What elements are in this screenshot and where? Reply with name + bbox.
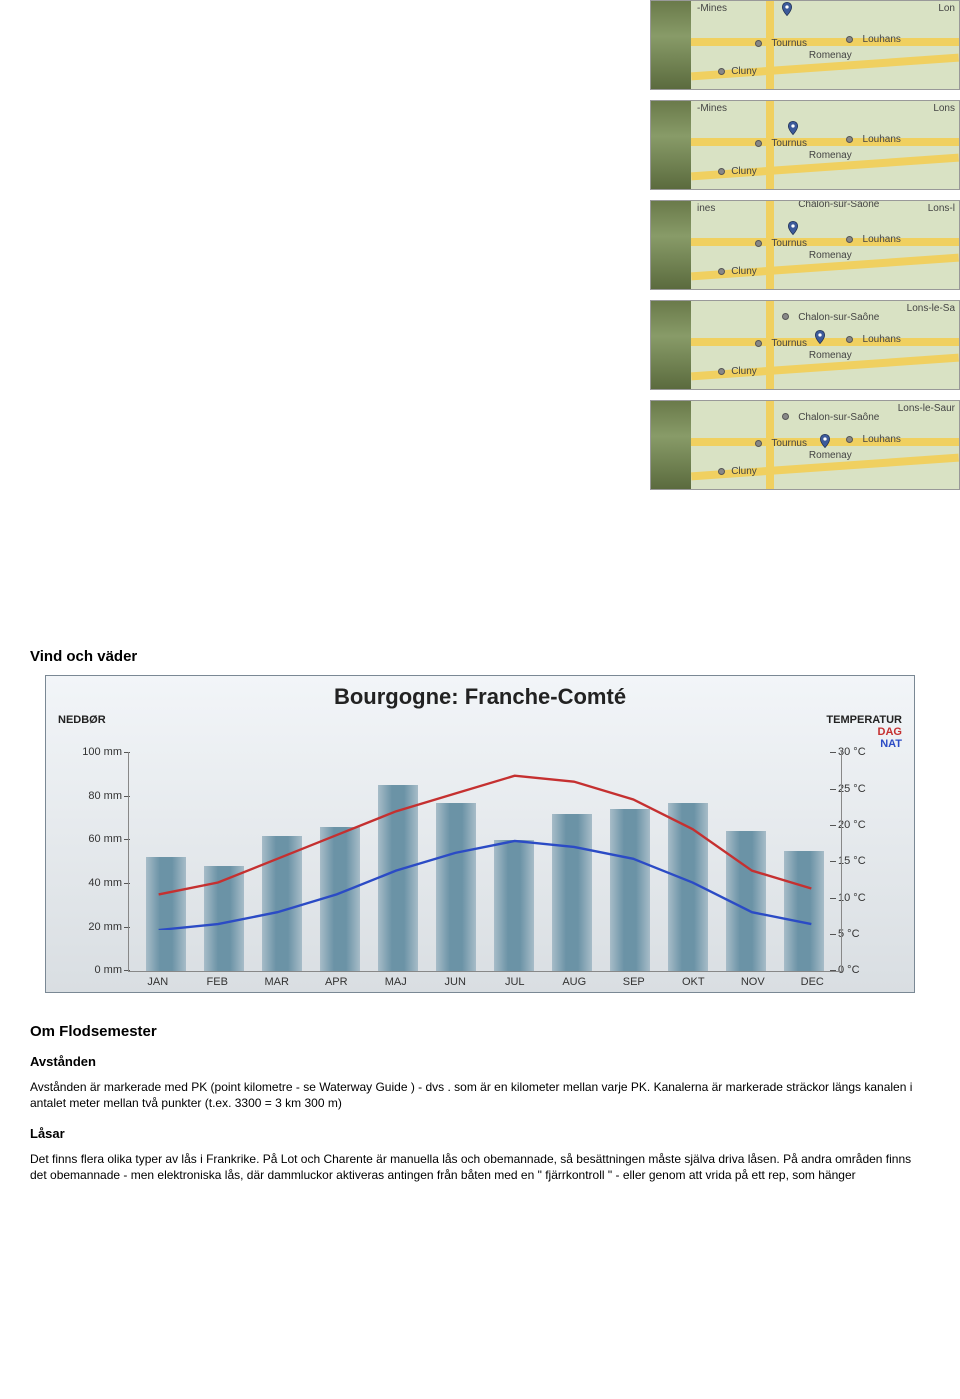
map-thumbnail[interactable]: Lons-le-SaurChalon-sur-SaôneTournusLouha… xyxy=(650,400,960,490)
bar-slot xyxy=(427,752,485,971)
chart-bars xyxy=(129,752,841,971)
map-pin-icon xyxy=(812,329,828,345)
xaxis-month-label: SEP xyxy=(604,976,664,988)
bar-slot xyxy=(543,752,601,971)
heading-vind-vader: Vind och väder xyxy=(30,648,620,665)
map-tile: Lons-le-SaChalon-sur-SaôneTournusLouhans… xyxy=(691,301,959,389)
ytick-left: 80 mm xyxy=(62,790,122,802)
ytick-right: 25 °C xyxy=(838,783,898,795)
ytick-left: 0 mm xyxy=(62,964,122,976)
ytick-left: 20 mm xyxy=(62,921,122,933)
ytick-left: 40 mm xyxy=(62,877,122,889)
bar-slot xyxy=(775,752,833,971)
map-thumbnail[interactable]: Lons-le-SaChalon-sur-SaôneTournusLouhans… xyxy=(650,300,960,390)
precip-bar xyxy=(610,809,651,971)
chart-yaxis-left: 0 mm20 mm40 mm60 mm80 mm100 mm xyxy=(62,752,122,970)
xaxis-month-label: JUL xyxy=(485,976,545,988)
ytick-right: 15 °C xyxy=(838,855,898,867)
xaxis-month-label: MAJ xyxy=(366,976,426,988)
xaxis-month-label: DEC xyxy=(783,976,843,988)
map-pin-icon xyxy=(779,1,795,17)
ytick-right: 10 °C xyxy=(838,892,898,904)
chart-legend-dag: DAG xyxy=(826,726,902,738)
climate-chart: Bourgogne: Franche-Comté NEDBØR TEMPERAT… xyxy=(45,675,915,993)
content-column-lower: Om Flodsemester Avstånden Avstånden är m… xyxy=(20,1023,620,1183)
bar-slot xyxy=(717,752,775,971)
map-tile: Lons-le-SaurChalon-sur-SaôneTournusLouha… xyxy=(691,401,959,489)
ytick-right: 0 °C xyxy=(838,964,898,976)
chart-left-axis-title: NEDBØR xyxy=(58,714,106,750)
map-photo-strip xyxy=(651,201,691,289)
map-pin-icon xyxy=(785,220,801,236)
map-pin-icon xyxy=(817,433,833,449)
ytick-left: 100 mm xyxy=(62,746,122,758)
paragraph-avstanden: Avstånden är markerade med PK (point kil… xyxy=(30,1079,930,1111)
bar-slot xyxy=(601,752,659,971)
xaxis-month-label: JAN xyxy=(128,976,188,988)
xaxis-month-label: OKT xyxy=(664,976,724,988)
precip-bar xyxy=(204,866,245,971)
heading-om-flodsemester: Om Flodsemester xyxy=(30,1023,620,1040)
map-photo-strip xyxy=(651,401,691,489)
precip-bar xyxy=(552,814,593,972)
heading-avstanden: Avstånden xyxy=(30,1054,620,1069)
xaxis-month-label: NOV xyxy=(723,976,783,988)
precip-bar xyxy=(668,803,709,972)
map-photo-strip xyxy=(651,1,691,89)
chart-xaxis: JANFEBMARAPRMAJJUNJULAUGSEPOKTNOVDEC xyxy=(128,976,842,988)
maps-thumbnail-column: -MinesLonTournusLouhansRomenayCluny -Mine… xyxy=(650,0,960,500)
paragraph-lasar: Det finns flera olika typer av lås i Fra… xyxy=(30,1151,930,1183)
bar-slot xyxy=(311,752,369,971)
precip-bar xyxy=(262,836,303,972)
map-thumbnail[interactable]: -MinesLonsTournusLouhansRomenayCluny xyxy=(650,100,960,190)
precip-bar xyxy=(726,831,767,971)
bar-slot xyxy=(485,752,543,971)
bar-slot xyxy=(137,752,195,971)
content-column: Vind och väder xyxy=(20,20,620,665)
xaxis-month-label: AUG xyxy=(545,976,605,988)
precip-bar xyxy=(320,827,361,972)
map-pin-icon xyxy=(785,120,801,136)
precip-bar xyxy=(436,803,477,972)
ytick-right: 30 °C xyxy=(838,746,898,758)
map-photo-strip xyxy=(651,101,691,189)
map-tile: -MinesLonTournusLouhansRomenayCluny xyxy=(691,1,959,89)
chart-right-axis-title-block: TEMPERATUR DAG NAT xyxy=(826,714,902,750)
precip-bar xyxy=(146,857,187,971)
map-tile: -MinesLonsTournusLouhansRomenayCluny xyxy=(691,101,959,189)
map-thumbnail[interactable]: -MinesLonTournusLouhansRomenayCluny xyxy=(650,0,960,90)
chart-right-axis-title: TEMPERATUR xyxy=(826,714,902,726)
bar-slot xyxy=(195,752,253,971)
ytick-left: 60 mm xyxy=(62,833,122,845)
chart-title: Bourgogne: Franche-Comté xyxy=(58,684,902,710)
heading-lasar: Låsar xyxy=(30,1126,620,1141)
precip-bar xyxy=(784,851,825,971)
ytick-right: 20 °C xyxy=(838,819,898,831)
bar-slot xyxy=(369,752,427,971)
chart-yaxis-right: 0 °C5 °C10 °C15 °C20 °C25 °C30 °C xyxy=(838,752,898,970)
bar-slot xyxy=(253,752,311,971)
map-tile: inesLons-lChalon-sur-SaôneTournusLouhans… xyxy=(691,201,959,289)
xaxis-month-label: JUN xyxy=(426,976,486,988)
xaxis-month-label: FEB xyxy=(188,976,248,988)
map-thumbnail[interactable]: inesLons-lChalon-sur-SaôneTournusLouhans… xyxy=(650,200,960,290)
map-photo-strip xyxy=(651,301,691,389)
ytick-right: 5 °C xyxy=(838,928,898,940)
bar-slot xyxy=(659,752,717,971)
chart-plot-area xyxy=(128,752,842,972)
xaxis-month-label: APR xyxy=(307,976,367,988)
xaxis-month-label: MAR xyxy=(247,976,307,988)
precip-bar xyxy=(494,840,535,971)
precip-bar xyxy=(378,785,419,971)
